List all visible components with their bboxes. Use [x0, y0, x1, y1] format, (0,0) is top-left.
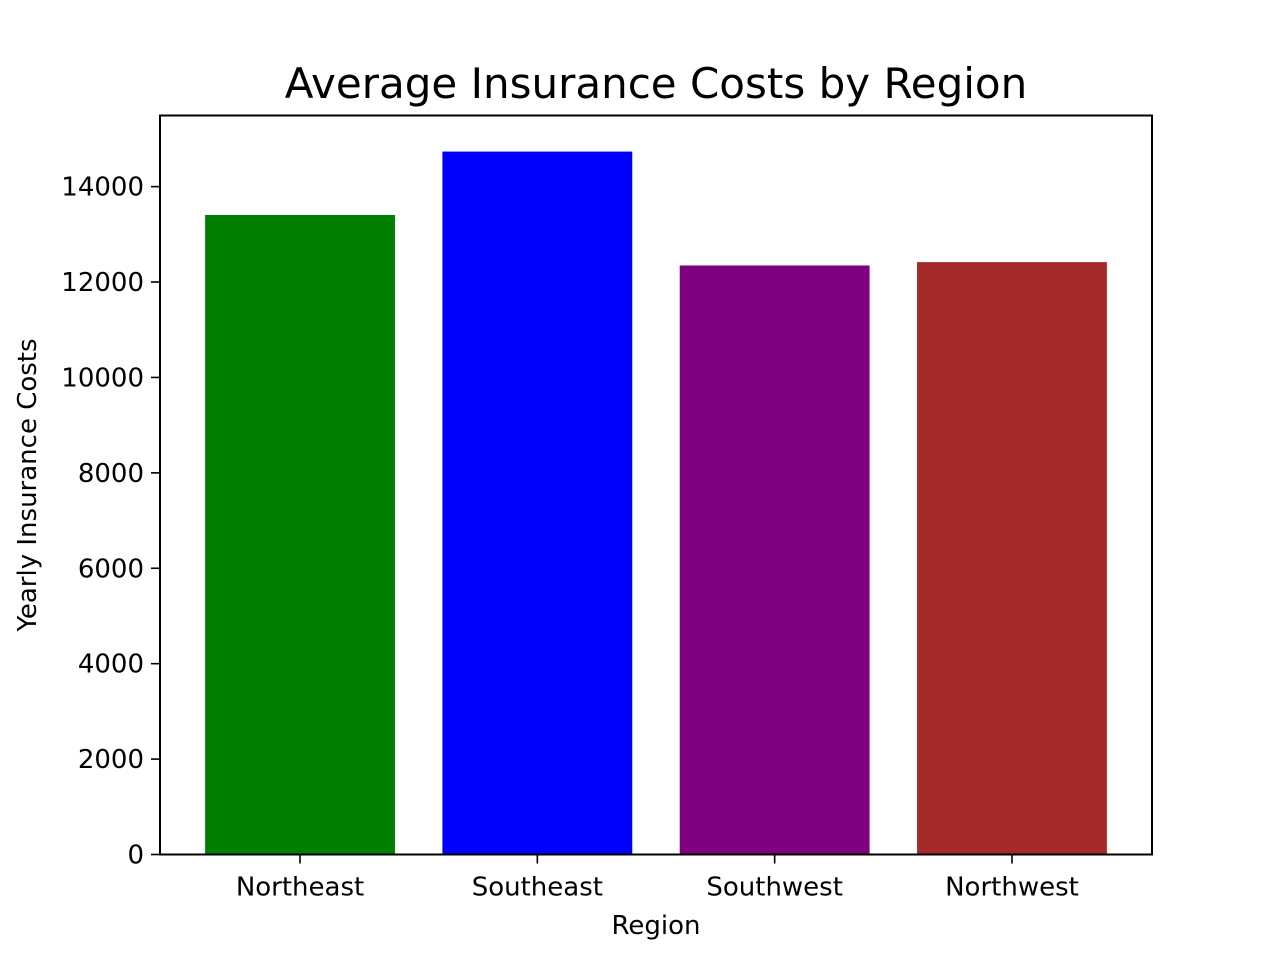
chart-title: Average Insurance Costs by Region — [285, 59, 1028, 108]
bar-northeast — [205, 214, 395, 855]
y-tick-label: 6000 — [78, 554, 144, 584]
y-tick-label: 12000 — [61, 268, 144, 298]
x-axis-ticks: Northeast Southeast Southwest Northwest — [236, 854, 1079, 903]
bar-southwest — [679, 265, 870, 855]
x-tick-label: Northwest — [945, 873, 1079, 903]
y-axis-ticks: 0 2000 4000 6000 8000 10000 12000 14000 — [61, 173, 160, 871]
bar-northwest — [917, 262, 1107, 855]
y-tick-label: 8000 — [78, 459, 144, 489]
y-tick-label: 10000 — [61, 363, 144, 393]
bar-southeast — [442, 151, 633, 855]
x-tick-label: Northeast — [236, 873, 364, 903]
y-tick-label: 2000 — [78, 745, 144, 775]
x-tick-label: Southwest — [706, 873, 843, 903]
y-tick-label: 4000 — [78, 650, 144, 680]
x-axis-label: Region — [611, 911, 700, 941]
y-tick-label: 0 — [127, 841, 144, 871]
x-tick-label: Southeast — [472, 873, 603, 903]
y-tick-label: 14000 — [61, 173, 144, 203]
y-axis-label: Yearly Insurance Costs — [13, 338, 43, 632]
bars-group — [205, 151, 1107, 855]
plot-area-frame — [159, 114, 1153, 856]
